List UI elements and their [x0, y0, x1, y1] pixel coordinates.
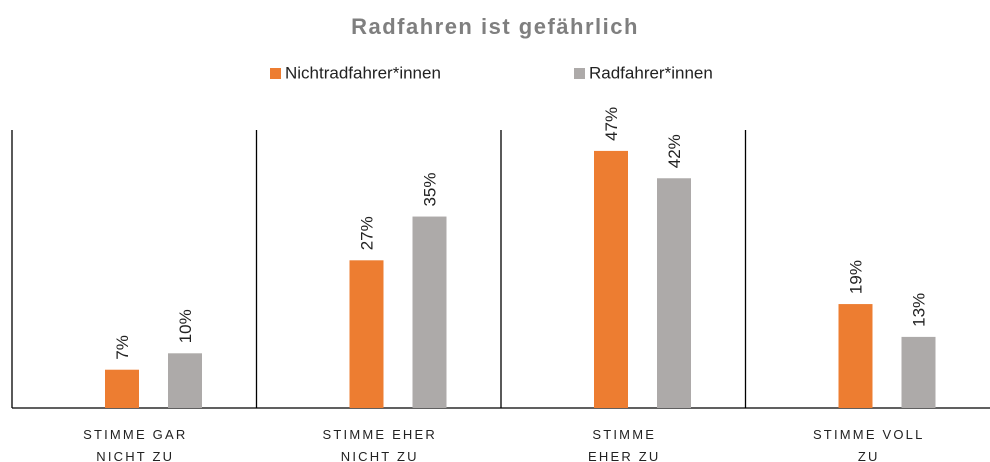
data-label: 13% [910, 293, 929, 327]
legend-label: Nichtradfahrer*innen [285, 63, 441, 82]
data-label: 42% [665, 134, 684, 168]
data-label: 35% [421, 173, 440, 207]
bar [594, 150, 628, 408]
bar [412, 216, 447, 408]
bar [105, 369, 139, 408]
bar [349, 260, 384, 408]
legend-swatch [270, 68, 281, 79]
data-label: 10% [176, 309, 195, 343]
bar [657, 178, 691, 408]
bar [901, 336, 936, 408]
data-label: 47% [602, 107, 621, 141]
legend-label: Radfahrer*innen [589, 63, 713, 82]
chart-title: Radfahren ist gefährlich [351, 14, 639, 39]
data-label: 7% [113, 335, 132, 360]
data-label: 27% [358, 216, 377, 250]
x-tick-label: STIMME EHER ZU [588, 427, 661, 462]
data-label: 19% [847, 260, 866, 294]
bar [838, 304, 873, 408]
x-tick-label: STIMME EHER NICHT ZU [322, 427, 437, 462]
x-tick-label: STIMME GAR NICHT ZU [83, 427, 188, 462]
legend-swatch [574, 68, 585, 79]
bar [168, 353, 202, 408]
x-tick-label: STIMME VOLL ZU [812, 427, 925, 462]
